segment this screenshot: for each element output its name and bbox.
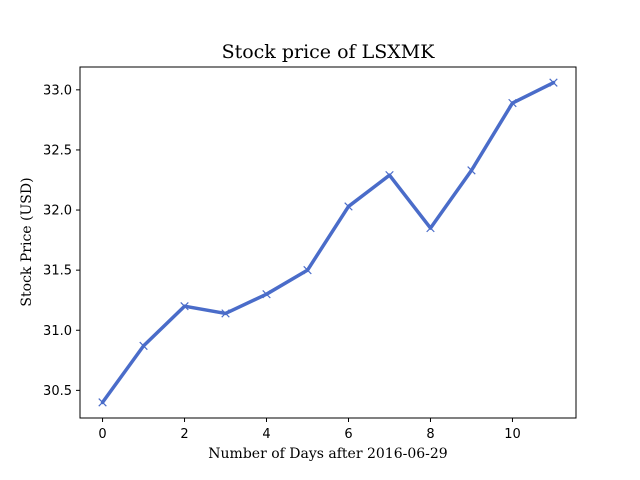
x-tick-label: 8 [426,427,434,442]
chart-title: Stock price of LSXMK [222,41,436,63]
x-tick-label: 10 [504,427,521,442]
plot-area-frame [79,66,577,419]
data-point-marker [180,301,189,311]
data-point-marker [303,265,312,275]
y-axis: 30.5 31.0 31.5 32.0 32.5 33.0 [43,83,80,399]
y-tick-label: 31.0 [43,324,72,339]
data-point-marker [139,341,148,351]
data-point-marker [549,78,558,87]
y-tick-label: 32.5 [43,143,72,158]
y-tick-label: 31.5 [43,264,72,279]
x-tick-label: 6 [344,427,352,442]
y-tick-label: 32.0 [43,204,72,219]
data-point-marker [221,309,230,318]
x-axis-label: Number of Days after 2016-06-29 [208,446,447,462]
data-point-marker [98,398,107,407]
data-point-marker [467,166,476,175]
data-point-marker [385,170,394,180]
data-point-marker [426,223,435,233]
data-point-marker [262,289,271,299]
data-point-marker [344,202,353,211]
x-tick-label: 0 [98,427,106,442]
x-axis: 0 2 4 6 8 10 [98,418,521,442]
x-tick-label: 2 [180,427,188,442]
y-axis-label: Stock Price (USD) [19,177,35,306]
y-tick-label: 33.0 [43,83,72,98]
data-point-marker [508,98,517,108]
series-layer [98,78,558,407]
series-line [100,80,556,405]
y-tick-label: 30.5 [43,384,72,399]
x-tick-label: 4 [262,427,270,442]
